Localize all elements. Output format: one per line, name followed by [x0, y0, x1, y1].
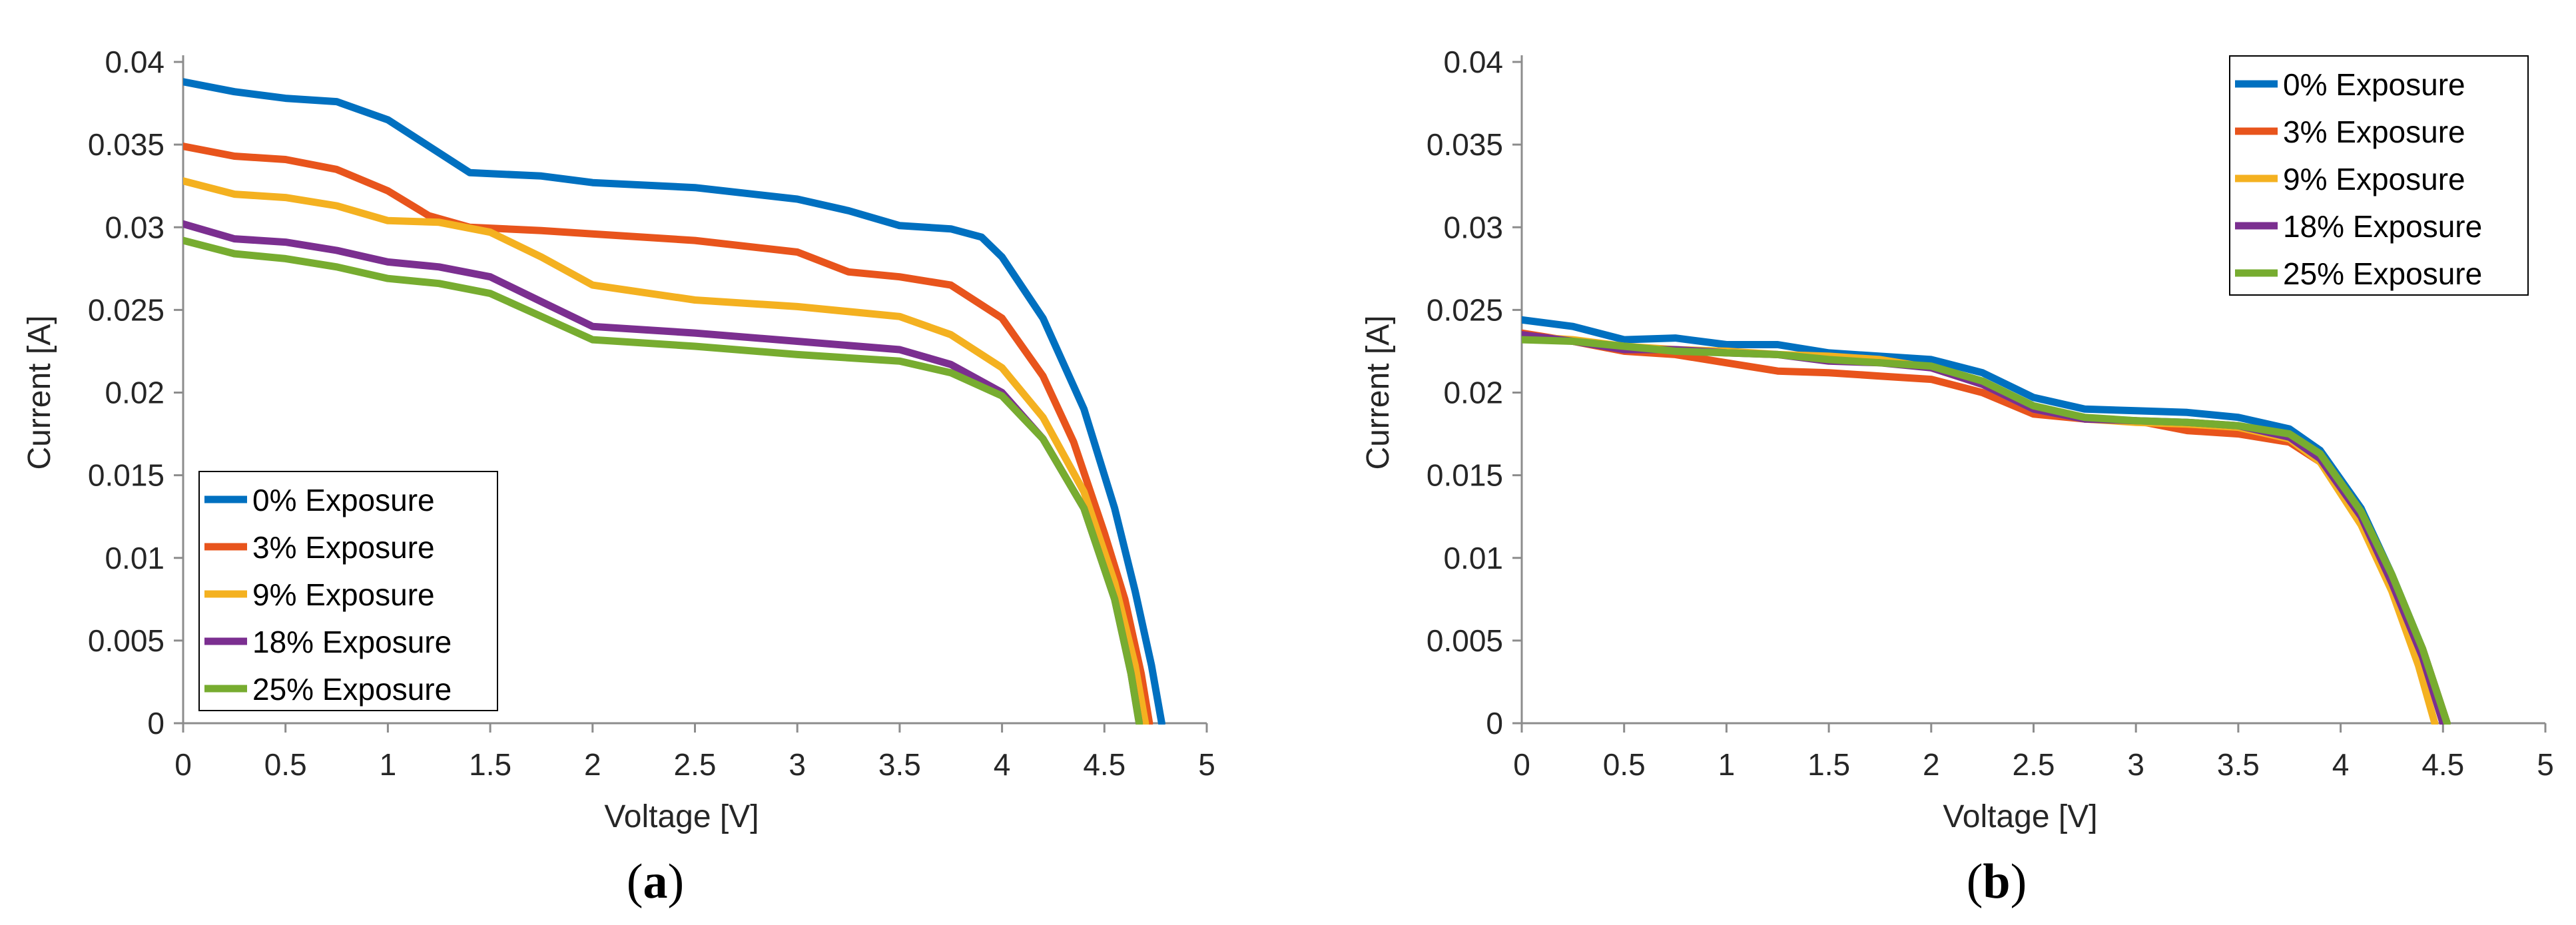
chart-b-y-tick-label: 0.02 [1443, 376, 1503, 410]
chart-a-x-tick-label: 0.5 [264, 747, 307, 782]
chart-a-series-line-1 [183, 143, 1153, 725]
chart-b-x-tick-label: 1 [1718, 747, 1736, 782]
chart-b-legend-label-2: 9% Exposure [2283, 162, 2465, 196]
chart-a-x-tick-label: 5 [1198, 747, 1215, 782]
chart-b-y-tick-label: 0.015 [1427, 458, 1503, 493]
chart-a-x-tick-label: 1 [380, 747, 397, 782]
chart-a-legend-box [198, 471, 498, 711]
chart-b-x-tick-label: 0 [1513, 747, 1530, 782]
chart-a-y-tick-label: 0.025 [88, 292, 164, 327]
chart-a-y-tick-label: 0.03 [105, 210, 164, 244]
chart-a-x-tick-label: 4.5 [1083, 747, 1126, 782]
chart-b-x-axis-title: Voltage [V] [1943, 799, 2097, 834]
chart-b-y-tick-label: 0 [1486, 706, 1503, 741]
chart-a-legend: 0% Exposure 3% Exposure 9% Exposure 18% Exp… [198, 471, 498, 711]
chart-b-legend-label-1: 3% Exposure [2283, 115, 2465, 149]
chart-a-x-tick-label: 3.5 [878, 747, 921, 782]
chart-b-y-tick-label: 0.03 [1443, 210, 1503, 244]
chart-a-panel-label: (a) [627, 854, 684, 909]
chart-a-y-tick-label: 0.02 [105, 376, 164, 410]
chart-b-x-tick-label: 1.5 [1807, 747, 1850, 782]
chart-b-series-line-1 [1522, 329, 2451, 725]
chart-b-y-tick-label: 0.025 [1427, 292, 1503, 327]
chart-a-y-tick-label: 0.01 [105, 541, 164, 575]
chart-a: 0 0.5 1 1.5 2 2.5 3 3.5 4 4.5 5 0 0.005 0.01 0.015 0.02… [22, 45, 1215, 909]
chart-b-x-tick-label: 2 [1923, 747, 1940, 782]
chart-b-y-axis-title: Current [A] [1361, 315, 1396, 469]
chart-a-x-tick-label: 1.5 [469, 747, 511, 782]
chart-b-x-tick-label: 4.5 [2421, 747, 2464, 782]
chart-b-legend-box [2229, 55, 2529, 296]
chart-b-legend-label-4: 25% Exposure [2283, 256, 2482, 291]
chart-a-y-tick-label: 0.04 [105, 45, 164, 79]
chart-b-panel-label: (b) [1967, 854, 2027, 909]
chart-a-legend-label-0: 0% Exposure [252, 483, 435, 517]
chart-b-legend-label-3: 18% Exposure [2283, 209, 2482, 244]
chart-a-y-tick-label: 0.015 [88, 458, 164, 493]
chart-b-y-tick-label: 0.005 [1427, 623, 1503, 658]
chart-a-series-line-2 [183, 177, 1149, 725]
chart-a-series-line-4 [183, 236, 1143, 725]
chart-b-x-tick-label: 0.5 [1603, 747, 1646, 782]
chart-b-legend: 0% Exposure 3% Exposure 9% Exposure 18% Exp… [2229, 55, 2529, 296]
chart-a-x-axis-title: Voltage [V] [604, 799, 759, 834]
chart-b-x-tick-label: 4 [2332, 747, 2350, 782]
chart-a-y-tick-label: 0.005 [88, 623, 164, 658]
chart-a-series-line-0 [183, 78, 1165, 725]
chart-b-x-tick-label: 3.5 [2217, 747, 2260, 782]
chart-b: 0 0.5 1 1.5 2 2.5 3 3.5 4 4.5 5 0 0.005 0.01 0.015 0.02… [1361, 45, 2554, 909]
chart-a-legend-label-1: 3% Exposure [252, 530, 435, 565]
chart-b-x-tick-label: 3 [2127, 747, 2144, 782]
chart-b-legend-label-0: 0% Exposure [2283, 67, 2465, 102]
chart-a-y-tick-label: 0.035 [88, 127, 164, 162]
chart-a-legend-label-4: 25% Exposure [252, 672, 452, 707]
chart-b-y-tick-label: 0.01 [1443, 541, 1503, 575]
chart-b-y-tick-label: 0.04 [1443, 45, 1503, 79]
chart-b-x-tick-label: 5 [2537, 747, 2554, 782]
chart-a-x-tick-label: 3 [789, 747, 806, 782]
chart-b-x-tick-label: 2.5 [2013, 747, 2055, 782]
chart-a-x-tick-label: 4 [994, 747, 1011, 782]
chart-b-y-tick-label: 0.035 [1427, 127, 1503, 162]
chart-b-series-line-4 [1522, 336, 2451, 725]
chart-a-y-tick-label: 0 [147, 706, 164, 741]
chart-a-legend-label-2: 9% Exposure [252, 577, 435, 612]
chart-a-x-tick-label: 2 [584, 747, 601, 782]
chart-a-y-axis-title: Current [A] [22, 315, 57, 469]
chart-a-x-tick-label: 0 [174, 747, 192, 782]
chart-a-legend-label-3: 18% Exposure [252, 625, 452, 659]
chart-a-x-tick-label: 2.5 [674, 747, 717, 782]
